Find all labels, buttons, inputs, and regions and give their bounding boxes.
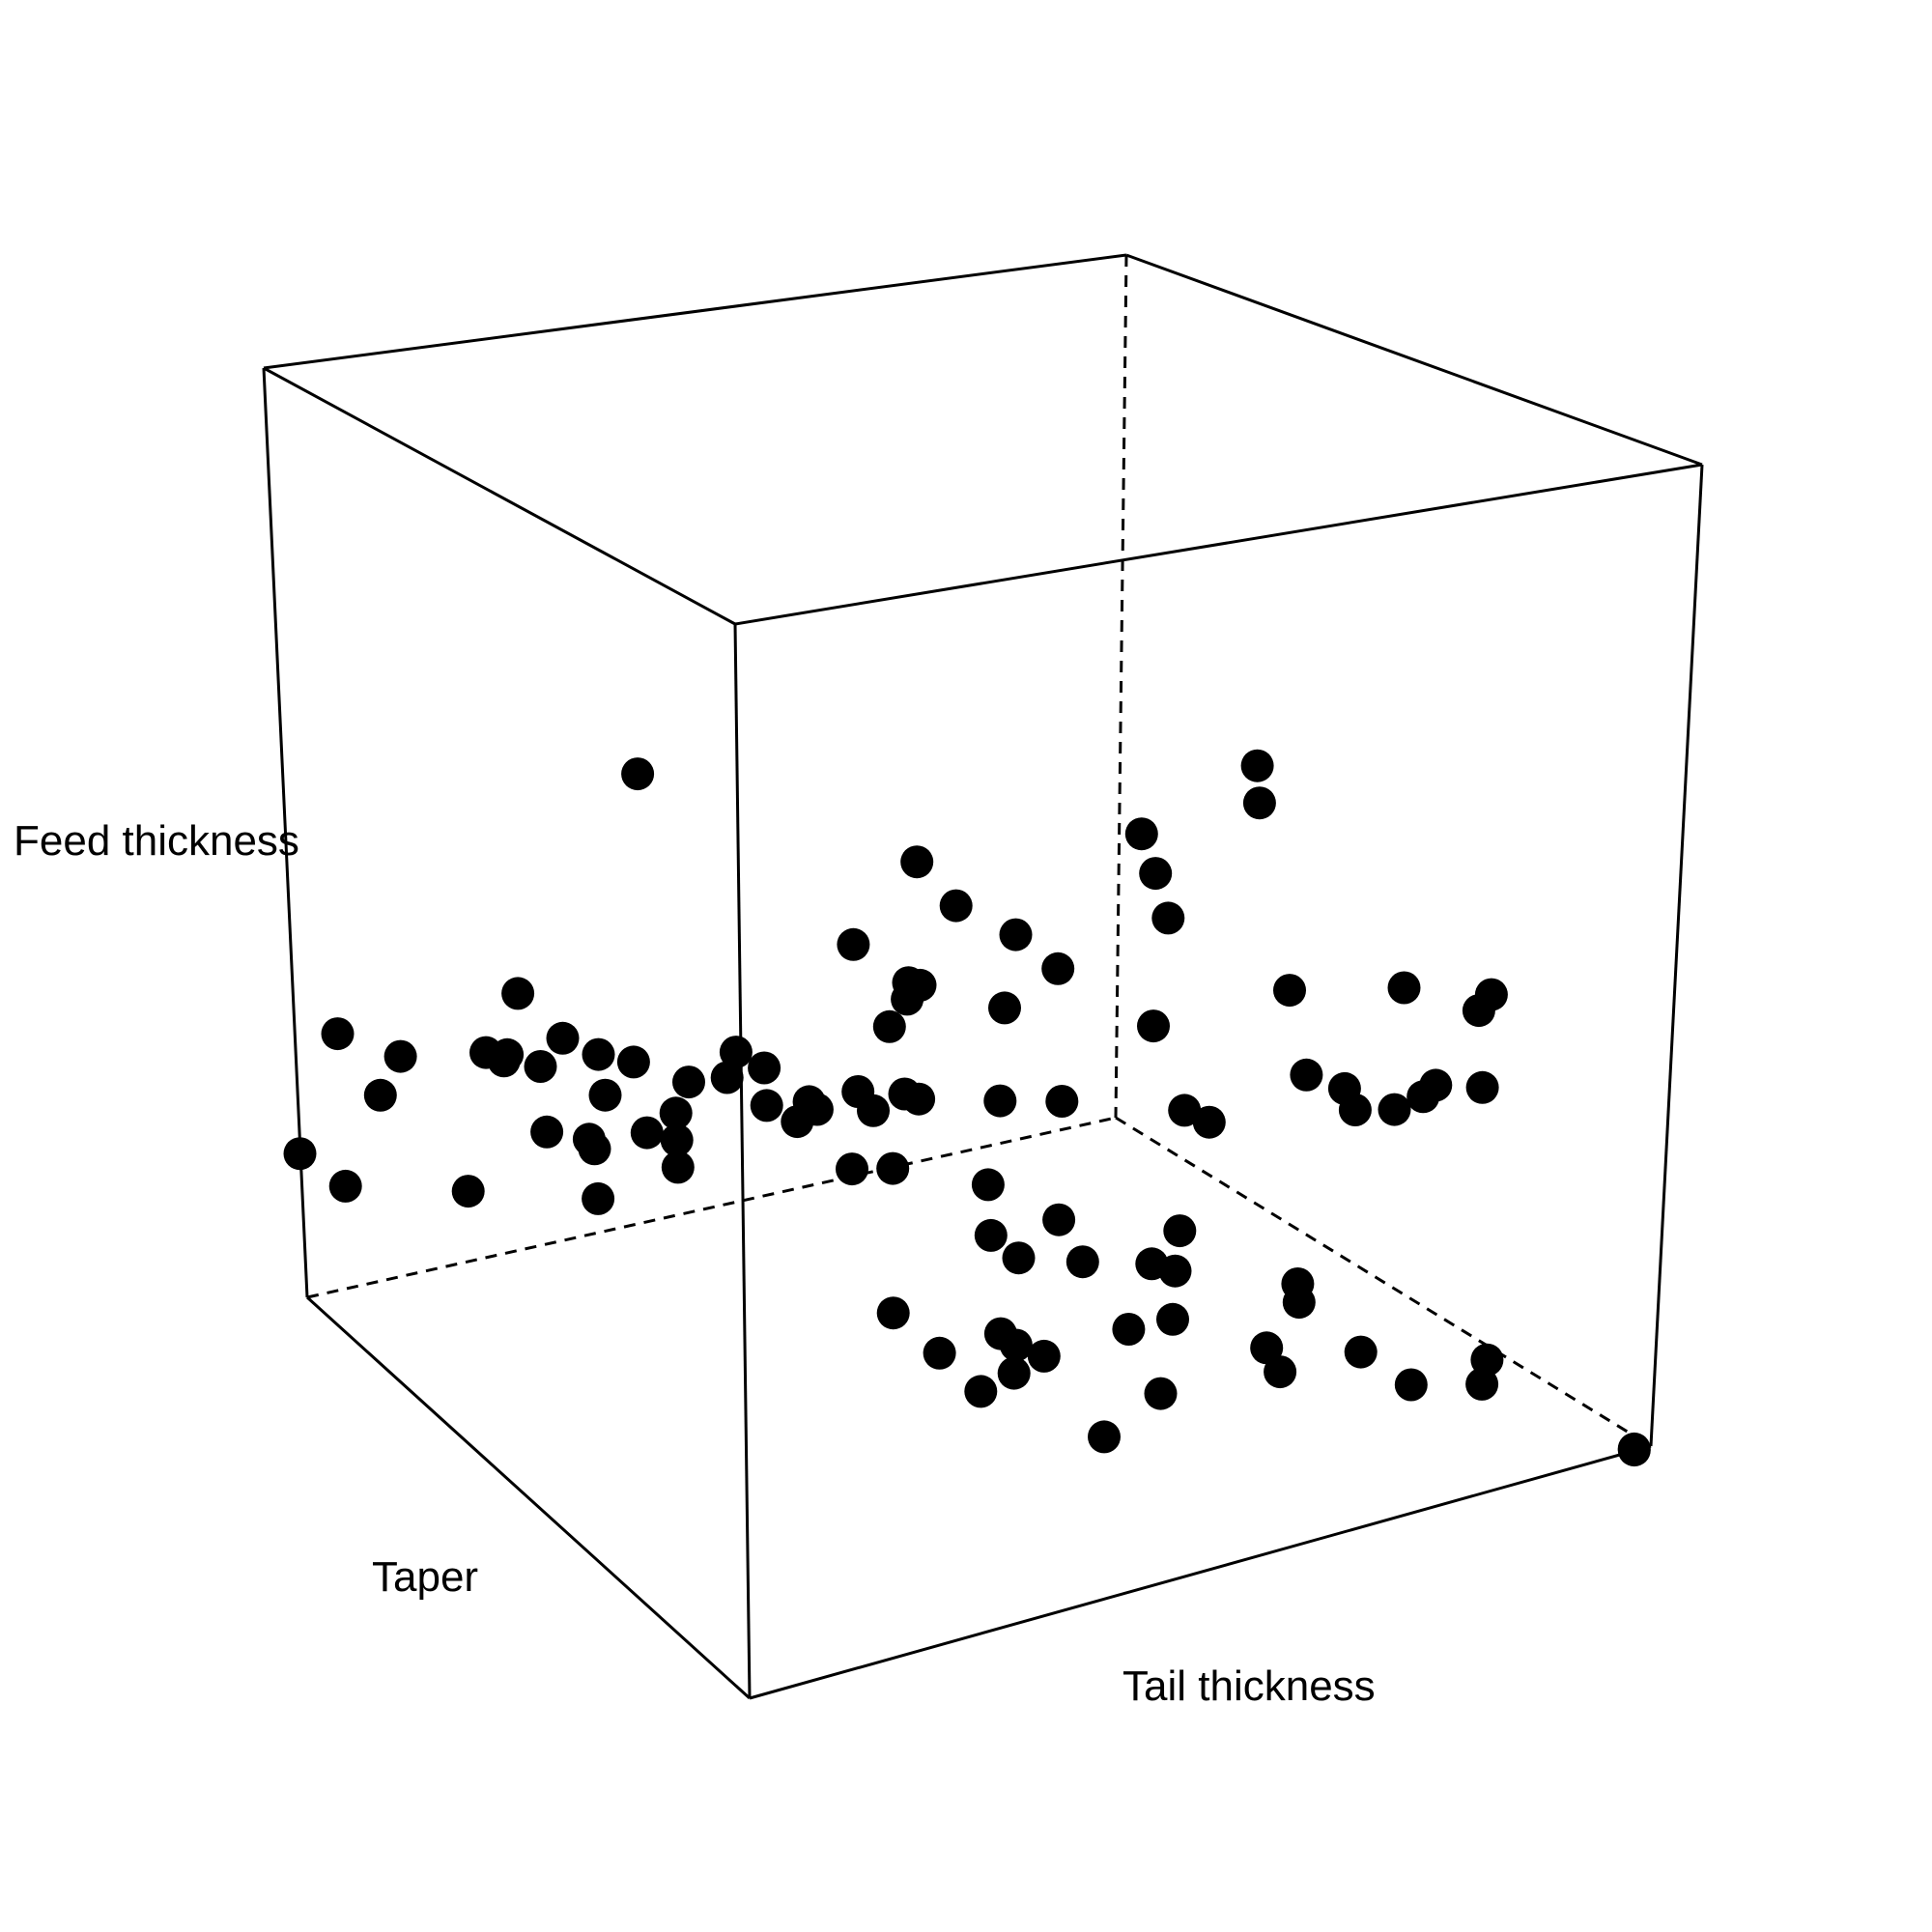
data-point-46 [363, 1078, 397, 1112]
data-point-96 [1112, 1313, 1146, 1346]
box-hidden-edge-9 [1114, 254, 1128, 1119]
data-point-97 [983, 1317, 1017, 1350]
data-point-47 [501, 977, 535, 1010]
data-point-32 [1465, 1070, 1499, 1104]
data-point-85 [997, 1356, 1031, 1390]
box-edge-0 [263, 253, 1127, 370]
data-point-24 [1290, 1058, 1323, 1092]
data-point-77 [1002, 1241, 1036, 1275]
data-point-37 [1419, 1068, 1453, 1102]
box-hidden-edge-10 [306, 1116, 1117, 1299]
data-point-44 [384, 1039, 417, 1073]
data-point-3 [999, 918, 1033, 952]
data-point-41 [546, 1021, 580, 1055]
data-point-65 [971, 1168, 1005, 1202]
depth-axis-label: Taper [372, 1553, 478, 1601]
data-point-16 [983, 1084, 1017, 1118]
data-point-54 [582, 1037, 615, 1071]
data-point-56 [710, 1061, 744, 1094]
data-point-91 [1617, 1432, 1651, 1465]
data-point-63 [578, 1132, 611, 1166]
data-point-12 [900, 845, 934, 879]
data-point-11 [621, 757, 655, 791]
box-edge-7 [305, 1295, 752, 1700]
data-point-7 [1139, 857, 1173, 891]
data-point-4 [939, 889, 973, 923]
data-point-53 [487, 1044, 521, 1078]
data-point-75 [1027, 1339, 1061, 1373]
data-point-64 [836, 1152, 868, 1186]
data-point-52 [800, 1093, 834, 1126]
data-point-8 [872, 1009, 906, 1043]
data-point-78 [1135, 1247, 1169, 1281]
box-edge-6 [1649, 464, 1704, 1447]
x-axis-label: Tail thickness [1122, 1662, 1376, 1710]
data-point-28 [719, 1036, 753, 1069]
data-point-84 [1250, 1331, 1284, 1365]
data-point-60 [328, 1169, 362, 1203]
data-point-17 [988, 991, 1021, 1025]
data-point-34 [857, 1094, 890, 1127]
data-point-66 [660, 1123, 694, 1157]
data-point-55 [750, 1089, 783, 1122]
box-hidden-edge-11 [1115, 1116, 1652, 1448]
data-point-81 [1163, 1214, 1197, 1248]
data-point-67 [530, 1115, 564, 1149]
data-point-88 [1156, 1302, 1189, 1336]
data-point-86 [1088, 1420, 1121, 1454]
data-point-15 [1462, 994, 1495, 1028]
data-point-13 [837, 927, 870, 961]
data-point-93 [1394, 1368, 1428, 1402]
data-point-6 [1151, 901, 1185, 935]
data-point-71 [923, 1336, 956, 1370]
data-point-45 [321, 1017, 355, 1051]
data-point-73 [876, 1296, 910, 1330]
data-point-19 [1387, 971, 1421, 1005]
data-point-83 [1282, 1286, 1316, 1320]
box-edge-8 [749, 1444, 1652, 1700]
data-point-76 [1065, 1245, 1099, 1279]
data-point-36 [1327, 1071, 1361, 1105]
bounding-box [262, 253, 1704, 1700]
data-point-50 [672, 1065, 705, 1099]
data-point-59 [451, 1175, 485, 1208]
box-edge-3 [263, 366, 736, 626]
data-point-2 [1124, 817, 1158, 851]
data-point-92 [1465, 1367, 1499, 1401]
data-point-79 [974, 1218, 1008, 1252]
data-point-80 [1042, 1203, 1076, 1236]
data-point-21 [1273, 974, 1306, 1008]
box-edge-2 [734, 463, 1703, 626]
data-point-95 [1344, 1335, 1378, 1369]
box-edge-1 [1125, 253, 1703, 467]
data-point-87 [1144, 1377, 1178, 1410]
data-point-31 [1378, 1093, 1411, 1126]
data-point-72 [964, 1375, 998, 1408]
data-point-70 [876, 1151, 910, 1185]
data-point-48 [524, 1050, 557, 1083]
data-point-26 [748, 1051, 781, 1085]
data-point-27 [888, 1077, 922, 1111]
data-point-38 [1045, 1085, 1079, 1118]
data-point-62 [659, 1096, 693, 1130]
data-point-23 [903, 968, 937, 1002]
data-point-5 [1041, 952, 1075, 985]
scatter-points [283, 749, 1651, 1467]
data-point-57 [630, 1116, 664, 1150]
data-point-40 [588, 1078, 622, 1112]
data-point-25 [1168, 1094, 1202, 1127]
data-point-58 [582, 1181, 615, 1215]
data-point-69 [661, 1151, 695, 1184]
data-point-51 [616, 1045, 650, 1079]
data-point-0 [1240, 749, 1274, 782]
data-point-18 [1137, 1009, 1170, 1043]
data-point-61 [283, 1137, 317, 1171]
data-point-1 [1242, 786, 1276, 820]
data-point-94 [1264, 1355, 1297, 1389]
z-axis-label: Feed thickness [14, 817, 299, 865]
data-point-89 [1470, 1343, 1504, 1377]
data-point-39 [1192, 1105, 1226, 1139]
box-edge-5 [733, 623, 752, 1699]
